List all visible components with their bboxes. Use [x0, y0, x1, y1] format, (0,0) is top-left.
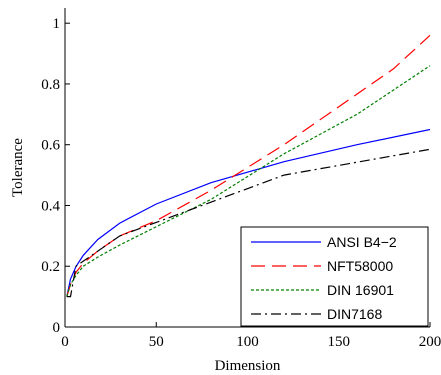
- x-tick-label: 50: [149, 334, 164, 350]
- legend-box: [240, 226, 429, 327]
- y-tick-label: 1: [53, 16, 61, 32]
- legend-label: DIN7168: [327, 306, 382, 322]
- legend-label: DIN 16901: [327, 282, 394, 298]
- y-tick-label: 0.8: [41, 77, 60, 93]
- x-tick-label: 150: [328, 334, 351, 350]
- y-tick-label: 0.2: [41, 259, 60, 275]
- x-axis-label: Dimension: [215, 358, 281, 374]
- series-line-1: [66, 128, 431, 297]
- legend-label: ANSI B4−2: [327, 234, 397, 250]
- y-axis-label: Tolerance: [10, 138, 26, 197]
- x-tick-label: 200: [419, 334, 441, 350]
- x-tick-label: 0: [61, 334, 69, 350]
- y-tick-label: 0.6: [41, 138, 60, 154]
- series-line-4: [66, 148, 431, 298]
- series-line-3: [66, 65, 431, 297]
- legend: ANSI B4−2 NFT58000 DIN 16901 DIN7168: [240, 226, 429, 327]
- y-tick-label: 0.4: [41, 198, 60, 214]
- y-tick-label: 0: [53, 320, 61, 336]
- series-layer: [66, 34, 431, 298]
- legend-label: NFT58000: [327, 258, 393, 274]
- x-tick-label: 100: [236, 334, 259, 350]
